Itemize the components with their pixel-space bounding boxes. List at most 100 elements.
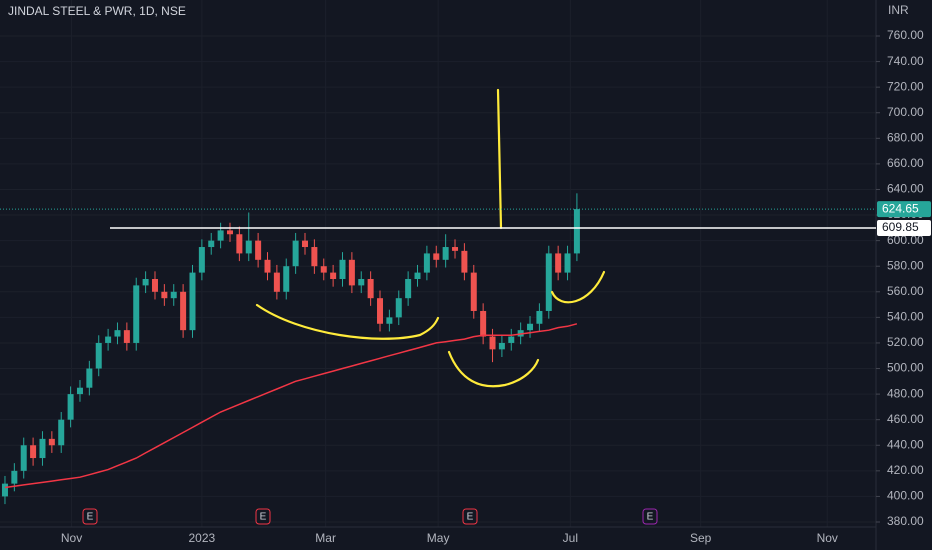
last-price-label: 624.65 [882, 201, 919, 215]
y-tick-label: 520.00 [887, 335, 924, 349]
candle-body [367, 279, 374, 299]
candle-body [170, 291, 177, 299]
candle-body [58, 419, 65, 446]
candle-body [433, 253, 440, 260]
y-tick-label: 560.00 [887, 284, 924, 298]
candle-body [161, 291, 168, 299]
candle-body [527, 323, 534, 331]
candle-body [330, 272, 337, 279]
candle-body [564, 253, 571, 273]
event-label: E [647, 512, 654, 523]
drawing-curve [255, 303, 440, 340]
drawing-curve [550, 270, 606, 304]
candle-body [545, 253, 552, 311]
candle-body [461, 250, 468, 273]
y-tick-label: 700.00 [887, 105, 924, 119]
candle-body [189, 272, 196, 331]
candle-body [489, 336, 496, 350]
candle-body [208, 240, 215, 248]
candle-body [142, 279, 149, 286]
y-tick-label: 420.00 [887, 463, 924, 477]
y-tick-label: 740.00 [887, 54, 924, 68]
y-tick-label: 580.00 [887, 258, 924, 272]
candle-body [180, 291, 187, 331]
y-tick-label: 720.00 [887, 79, 924, 93]
candle-body [1, 483, 8, 497]
candle-body [320, 266, 327, 273]
candle-body [442, 247, 449, 260]
candle-body [236, 234, 243, 254]
candle-body [105, 336, 112, 343]
x-tick-label: Nov [61, 531, 82, 545]
y-tick-label: 460.00 [887, 412, 924, 426]
candle-body [311, 247, 318, 267]
candle-body [573, 209, 580, 254]
y-tick-label: 400.00 [887, 489, 924, 503]
candle-body [76, 387, 83, 395]
x-tick-label: Mar [315, 531, 336, 545]
y-tick-label: 380.00 [887, 514, 924, 528]
candle-body [217, 230, 224, 241]
plot [1, 193, 580, 505]
y-tick-label: 660.00 [887, 156, 924, 170]
candle-body [67, 394, 74, 420]
candle-body [39, 438, 46, 459]
candle-body [348, 259, 355, 286]
candle-body [283, 266, 290, 292]
candle-body [30, 445, 37, 459]
y-tick-label: 600.00 [887, 233, 924, 247]
candle-body [245, 240, 252, 254]
candle-body [395, 298, 402, 318]
y-tick-label: 680.00 [887, 130, 924, 144]
candle-body [292, 240, 299, 267]
candle-body [339, 259, 346, 279]
y-tick-label: 760.00 [887, 28, 924, 42]
y-tick-label: 500.00 [887, 361, 924, 375]
candle-body [114, 330, 121, 337]
chart-title: JINDAL STEEL & PWR, 1D, NSE [8, 4, 186, 18]
candle-body [48, 438, 55, 446]
candle-body [264, 259, 271, 273]
candle-body [452, 247, 459, 251]
candle-body [470, 272, 477, 311]
candle-body [11, 470, 18, 484]
y-tick-label: 540.00 [887, 310, 924, 324]
x-tick-label: 2023 [189, 531, 216, 545]
candle-body [226, 230, 233, 235]
candle-body [198, 247, 205, 273]
x-tick-label: May [427, 531, 450, 545]
event-badge [82, 508, 98, 525]
drawing-line [496, 88, 503, 230]
currency: INR [888, 3, 909, 17]
candle-body [273, 272, 280, 292]
candle-body [536, 310, 543, 324]
candle-body [386, 317, 393, 324]
candle-body [498, 342, 505, 350]
candle-body [423, 253, 430, 273]
event-badge [255, 508, 271, 525]
level-label: 609.85 [882, 220, 919, 234]
candle-body [95, 342, 102, 369]
event-badge [462, 508, 478, 525]
candle-body [133, 285, 140, 343]
candle-body [555, 253, 562, 273]
candle-body [405, 279, 412, 299]
candle-body [377, 298, 384, 324]
drawings [255, 88, 606, 388]
candle-body [86, 368, 93, 388]
event-badge [642, 508, 658, 525]
candle-body [255, 240, 262, 260]
x-tick-label: Jul [563, 531, 578, 545]
candle-body [151, 279, 158, 292]
event-label: E [467, 512, 474, 523]
candle-body [480, 310, 487, 337]
x-tick-label: Nov [817, 531, 838, 545]
event-label: E [87, 512, 94, 523]
candle-body [508, 336, 515, 343]
candle-body [20, 445, 27, 471]
candle-body [414, 272, 421, 279]
x-tick-label: Sep [690, 531, 712, 545]
